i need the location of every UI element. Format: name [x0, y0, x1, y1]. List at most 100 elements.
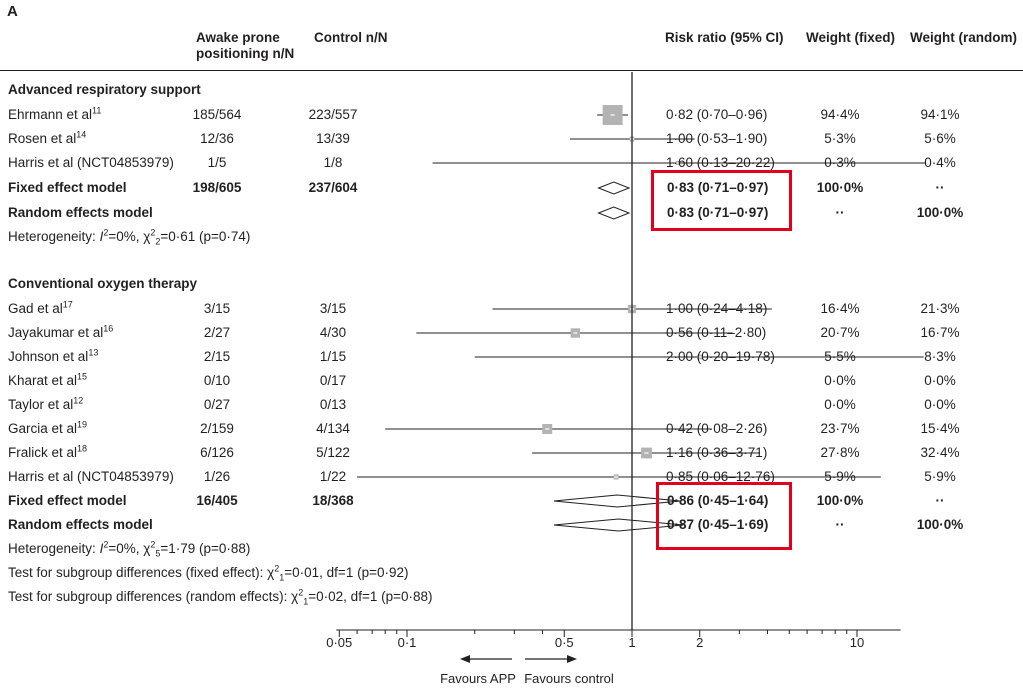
study-weight-fixed: 0·0%	[824, 397, 856, 412]
study-risk-ratio: 1·00 (0·53–1·90)	[666, 131, 768, 146]
heterogeneity-lead: Heterogeneity:	[8, 541, 100, 556]
study-risk-ratio: 0·82 (0·70–0·96)	[666, 107, 768, 122]
study-weight-random: 0·0%	[924, 397, 956, 412]
study-weight-random: 0·4%	[924, 155, 956, 170]
x-tick-label: 10	[849, 635, 865, 650]
summary-diamond	[597, 181, 631, 195]
study-weight-fixed: 5·3%	[824, 131, 856, 146]
study-app-count: 12/36	[200, 131, 234, 146]
study-label: Rosen et al14	[8, 129, 87, 146]
study-risk-ratio: 0·56 (0·11–2·80)	[666, 325, 767, 340]
fixed-model-weight-random: ··	[935, 180, 945, 195]
study-control-count: 3/15	[319, 301, 347, 316]
fixed-model-app-count: 16/405	[196, 493, 238, 508]
study-weight-fixed: 5·5%	[824, 349, 856, 364]
subgroup-test-line: Test for subgroup differences (fixed eff…	[8, 564, 409, 583]
random-model-weight-fixed: ··	[835, 205, 845, 220]
chi-symbol: χ	[267, 565, 275, 580]
subgroup-test-value: =0·01, df=1 (p=0·92)	[284, 565, 409, 580]
favours-left-label: Favours APP	[440, 671, 516, 686]
study-reference: 16	[103, 323, 114, 334]
study-reference: 14	[76, 129, 87, 140]
chi-squared-mark: 2	[150, 539, 156, 550]
study-reference: 15	[77, 371, 88, 382]
study-control-count: 1/22	[319, 469, 347, 484]
study-app-count: 185/564	[192, 107, 242, 122]
heterogeneity-lead: Heterogeneity:	[8, 229, 100, 244]
study-weight-fixed: 0·3%	[824, 155, 856, 170]
subgroup-test-lead: Test for subgroup differences (random ef…	[8, 589, 292, 604]
header-app: Awake prone positioning n/N	[196, 30, 295, 61]
fixed-model-weight-fixed: 100·0%	[816, 493, 864, 508]
favours-left-arrowhead	[460, 655, 470, 663]
study-app-count: 3/15	[203, 301, 231, 316]
study-label: Johnson et al13	[8, 347, 99, 364]
favours-right-label: Favours control	[524, 671, 614, 686]
study-app-count: 1/26	[203, 469, 231, 484]
subgroup-test-line: Test for subgroup differences (random ef…	[8, 588, 433, 607]
highlight-box-advanced	[651, 170, 792, 231]
study-weight-fixed: 5·9%	[824, 469, 856, 484]
study-weight-random: 5·6%	[924, 131, 956, 146]
chi-symbol: χ	[143, 229, 151, 244]
study-weight-random: 21·3%	[920, 301, 960, 316]
chi-symbol: χ	[291, 589, 299, 604]
random-model-risk-ratio: 0·87 (0·45–1·69)	[667, 517, 769, 532]
header-weight-random: Weight (random)	[910, 30, 1017, 45]
study-app-count: 2/15	[203, 349, 231, 364]
x-tick-label: 1	[628, 635, 636, 650]
study-risk-ratio: 1·60 (0·13–20·22)	[666, 155, 775, 170]
study-control-count: 223/557	[308, 107, 358, 122]
study-weight-random: 32·4%	[920, 445, 960, 460]
fixed-model-risk-ratio: 0·86 (0·45–1·64)	[667, 493, 769, 508]
chi-df: 5	[155, 548, 161, 559]
study-label: Harris et al (NCT04853979)	[8, 469, 174, 484]
random-model-label: Random effects model	[8, 205, 153, 220]
summary-diamond	[553, 518, 684, 532]
study-app-count: 2/27	[203, 325, 231, 340]
study-label: Harris et al (NCT04853979)	[8, 155, 174, 170]
fixed-model-weight-random: ··	[935, 493, 945, 508]
fixed-model-risk-ratio: 0·83 (0·71–0·97)	[667, 180, 769, 195]
group-title: Conventional oxygen therapy	[8, 276, 198, 291]
study-label: Garcia et al19	[8, 419, 88, 436]
summary-diamond	[553, 494, 681, 508]
study-weight-fixed: 0·0%	[824, 373, 856, 388]
study-risk-ratio: 1·00 (0·24–4·18)	[666, 301, 768, 316]
panel-label: A	[7, 3, 18, 20]
study-label: Jayakumar et al16	[8, 323, 114, 340]
random-model-label: Random effects model	[8, 517, 153, 532]
study-control-count: 1/8	[323, 155, 343, 170]
fixed-model-weight-fixed: 100·0%	[816, 180, 864, 195]
study-app-count: 0/10	[203, 373, 231, 388]
i-squared-value: =0%,	[108, 229, 144, 244]
study-weight-random: 15·4%	[920, 421, 960, 436]
fixed-model-control-count: 18/368	[312, 493, 354, 508]
study-risk-ratio: 2·00 (0·20–19·78)	[666, 349, 775, 364]
study-app-count: 0/27	[203, 397, 231, 412]
heterogeneity-line: Heterogeneity: I2=0%, χ25=1·79 (p=0·88)	[8, 539, 250, 559]
study-reference: 17	[62, 299, 73, 310]
summary-diamond	[597, 206, 631, 220]
i-squared-symbol: I	[99, 541, 104, 556]
header-risk-ratio: Risk ratio (95% CI)	[665, 30, 784, 45]
header-weight-fixed: Weight (fixed)	[806, 30, 895, 45]
study-app-count: 6/126	[200, 445, 234, 460]
study-weight-random: 8·3%	[924, 349, 956, 364]
chi-squared-mark: 2	[150, 227, 156, 238]
highlight-box-conventional	[656, 482, 792, 550]
study-weight-random: 5·9%	[924, 469, 956, 484]
study-weight-fixed: 94·4%	[820, 107, 860, 122]
squared-mark: 2	[103, 227, 109, 238]
chi-df: 1	[303, 596, 309, 607]
header-rule	[0, 70, 1023, 71]
favours-right-arrowhead	[567, 655, 577, 663]
study-weight-fixed: 16·4%	[820, 301, 860, 316]
x-tick-label: 2	[696, 635, 704, 650]
fixed-model-control-count: 237/604	[308, 180, 358, 195]
study-control-count: 0/17	[319, 373, 347, 388]
study-label: Taylor et al12	[8, 395, 84, 412]
random-model-weight-random: 100·0%	[916, 205, 964, 220]
chi-df: 1	[279, 572, 285, 583]
